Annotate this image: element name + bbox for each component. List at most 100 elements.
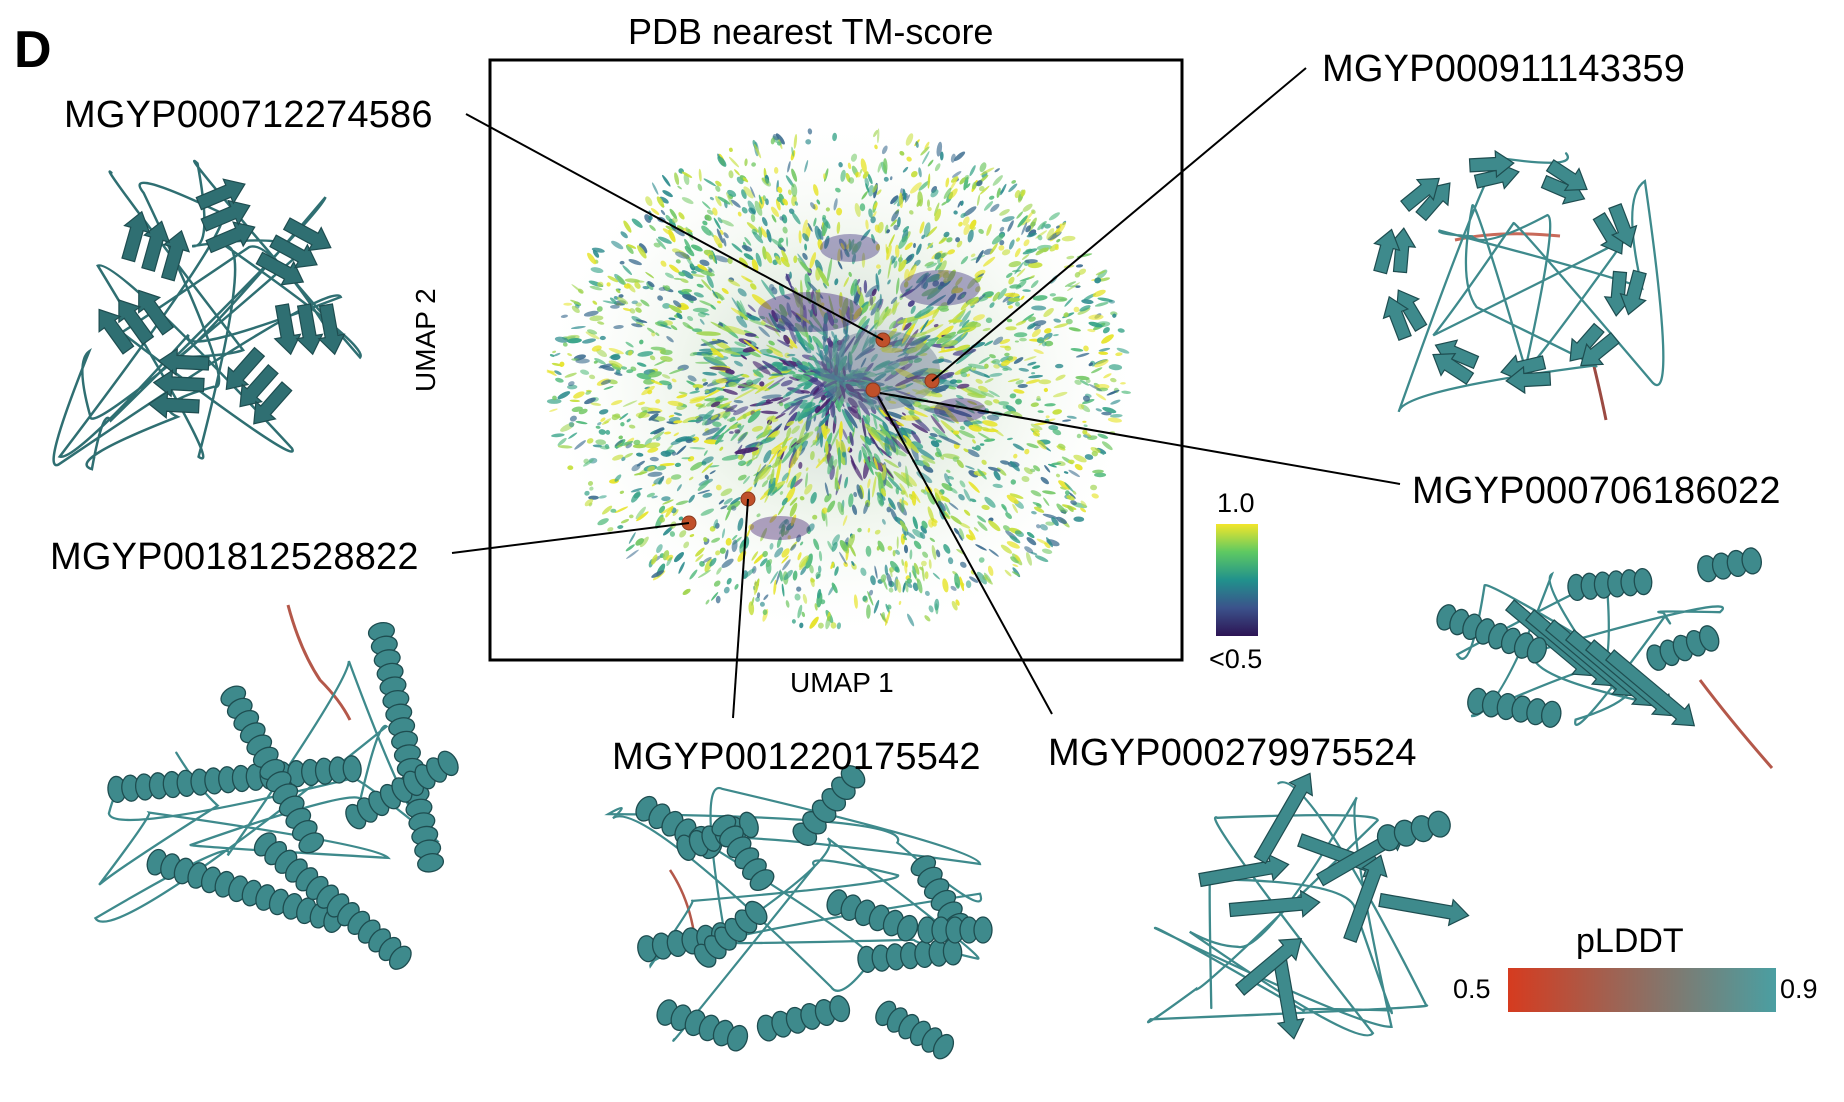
beta-strand (98, 308, 135, 355)
umap-point (887, 545, 893, 551)
umap-point (758, 194, 763, 205)
umap-point (723, 232, 729, 239)
umap-point (986, 223, 992, 236)
umap-point (839, 551, 847, 565)
umap-point (981, 504, 990, 510)
umap-point (975, 378, 983, 384)
umap-point (1035, 247, 1047, 256)
umap-point (570, 325, 586, 330)
umap-point (619, 413, 629, 420)
umap-point (868, 589, 874, 596)
umap-point (638, 401, 646, 406)
umap-point (730, 497, 741, 505)
umap-point (920, 525, 927, 534)
umap-point (844, 408, 858, 429)
umap-point (1002, 525, 1011, 532)
umap-point (997, 363, 1013, 371)
beta-strand (1228, 889, 1321, 918)
umap-point (889, 568, 893, 578)
umap-point (778, 519, 788, 529)
umap-point (679, 302, 689, 310)
umap-point (799, 297, 804, 323)
umap-point (796, 534, 802, 543)
umap-point (701, 456, 714, 465)
umap-point (622, 307, 632, 312)
umap-point (585, 331, 600, 340)
umap-point (780, 380, 793, 387)
umap-point (1052, 296, 1068, 302)
umap-point (803, 382, 813, 390)
umap-point (790, 514, 797, 526)
alpha-helix (1467, 687, 1562, 728)
umap-point (813, 538, 820, 551)
umap-point (1024, 356, 1037, 361)
umap-point (626, 549, 639, 559)
umap-point (727, 257, 733, 265)
umap-point (906, 439, 919, 454)
umap-point (809, 564, 814, 574)
umap-point (947, 475, 955, 480)
umap-point (970, 253, 976, 258)
umap-point (569, 399, 580, 403)
helix-turn (744, 900, 768, 925)
umap-point (921, 520, 928, 529)
umap-point (974, 269, 986, 278)
umap-point (777, 186, 783, 193)
umap-point (959, 527, 965, 540)
umap-point (887, 258, 892, 279)
umap-point (842, 428, 848, 441)
umap-point (832, 324, 839, 329)
umap-point (963, 176, 969, 191)
umap-point (895, 390, 917, 398)
umap-point (1047, 463, 1057, 468)
helix-turn (437, 750, 459, 777)
umap-point (586, 438, 594, 444)
umap-point (824, 440, 829, 455)
umap-point (617, 525, 624, 529)
umap-point (592, 249, 600, 258)
umap-point (751, 596, 755, 606)
umap-point (966, 296, 979, 305)
umap-point (983, 256, 996, 267)
umap-point (1033, 465, 1041, 472)
umap-point (610, 304, 620, 309)
umap-point (859, 168, 863, 174)
umap-point (799, 341, 808, 352)
umap-point (726, 577, 732, 585)
umap-point (1110, 413, 1123, 418)
umap-point (747, 304, 756, 313)
umap-point (897, 216, 901, 228)
umap-point (791, 211, 801, 225)
umap-point (662, 174, 671, 187)
umap-point (570, 299, 582, 306)
umap-point (1090, 484, 1098, 491)
umap-point (1000, 183, 1007, 196)
umap-point (669, 208, 678, 219)
umap-point (944, 502, 951, 515)
umap-point (598, 409, 609, 415)
umap-point (799, 622, 804, 629)
umap-point (734, 387, 757, 400)
umap-point (582, 338, 596, 344)
umap-point (968, 529, 976, 540)
umap-point (722, 388, 738, 395)
umap-point (549, 408, 558, 412)
umap-point (949, 178, 958, 191)
umap-point (788, 437, 798, 451)
umap-point (983, 201, 994, 211)
umap-point (750, 283, 757, 290)
umap-point (817, 267, 830, 287)
umap-point (1021, 254, 1030, 260)
umap-point (1045, 415, 1050, 419)
umap-point (989, 372, 1003, 377)
umap-point (877, 268, 882, 275)
umap-point (928, 436, 937, 440)
umap-point (977, 468, 987, 480)
umap-point (628, 532, 636, 544)
umap-point (807, 523, 815, 532)
umap-point (731, 539, 738, 553)
umap-point (708, 465, 720, 468)
umap-point (915, 141, 919, 148)
umap-point (876, 264, 881, 269)
umap-point (659, 516, 665, 523)
